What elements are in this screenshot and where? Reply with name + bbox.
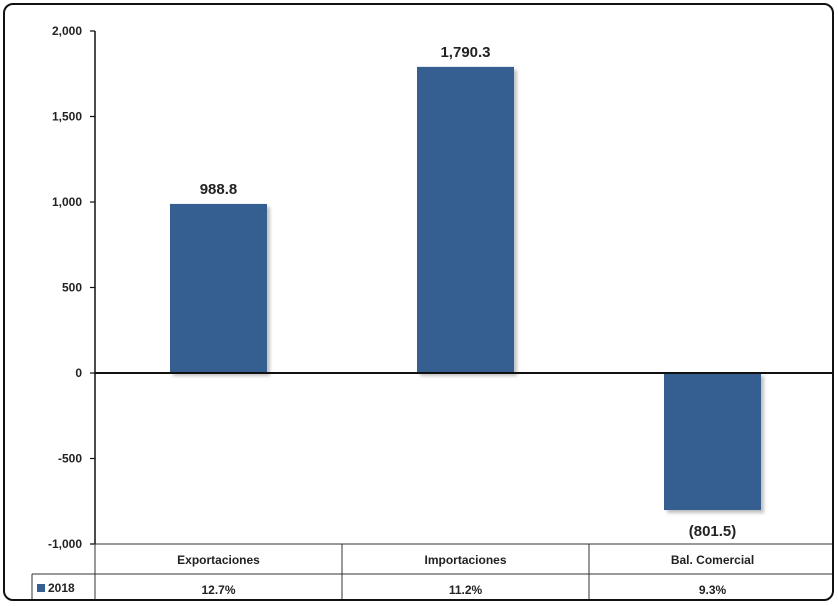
data-label: 988.8: [200, 181, 238, 198]
bar-chart: 2,000 1,500 1,000 500 0 -500 -1,000 988.8 1,790…: [31, 24, 832, 599]
labels-layer: 988.8 1,790.3 (801.5): [200, 44, 737, 540]
data-label: 1,790.3: [440, 44, 490, 61]
y-tick-label: -500: [58, 452, 82, 466]
legend-swatch: [37, 584, 45, 592]
table-value: 11.2%: [449, 583, 483, 597]
category-label: Importaciones: [424, 553, 506, 567]
data-table: Exportaciones 12.7% Importaciones 11.2% Bal.…: [31, 543, 832, 599]
category-label: Exportaciones: [177, 553, 260, 567]
chart-frame: 2,000 1,500 1,000 500 0 -500 -1,000 988.8 1,790…: [3, 3, 834, 601]
y-tick-label: -1,000: [48, 537, 82, 551]
bars-layer: [170, 66, 761, 511]
legend-series-label: 2018: [48, 581, 75, 595]
data-label: (801.5): [689, 523, 737, 540]
axis-layer: 2,000 1,500 1,000 500 0 -500 -1,000: [48, 24, 832, 551]
y-tick-label: 0: [75, 366, 82, 380]
bar-importaciones: [417, 66, 514, 373]
table-value: 12.7%: [201, 583, 235, 597]
y-tick-label: 500: [62, 281, 82, 295]
y-tick-label: 1,500: [52, 110, 82, 124]
y-tick-label: 1,000: [52, 195, 82, 209]
category-label: Bal. Comercial: [671, 553, 754, 567]
y-tick-label: 2,000: [52, 24, 82, 38]
bar-bal-comercial: [664, 373, 761, 511]
table-value: 9.3%: [699, 583, 727, 597]
bar-exportaciones: [170, 203, 267, 373]
